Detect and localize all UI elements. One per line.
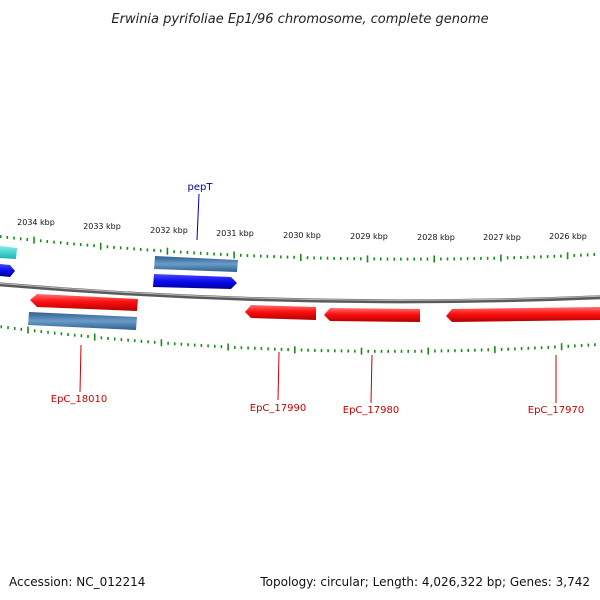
scale-label-2031: 2031 kbp: [216, 229, 254, 238]
gene-steelblue-reverse[interactable]: [28, 312, 137, 330]
gene-label-EpC-17970[interactable]: EpC_17970: [528, 405, 584, 416]
gene-label-EpC-18010[interactable]: EpC_18010: [51, 394, 107, 405]
gene-steelblue-forward[interactable]: [154, 256, 238, 272]
chromosome-backbone: [0, 282, 600, 304]
leader-pepT: [196, 193, 200, 241]
leader-EpC-17990: [277, 351, 280, 401]
leader-EpC-17980: [370, 354, 373, 404]
scale-label-2026: 2026 kbp: [549, 232, 587, 241]
scale-label-2033: 2033 kbp: [83, 222, 121, 231]
gene-label-pepT[interactable]: pepT: [188, 182, 214, 193]
gene-blue-left[interactable]: [0, 264, 15, 277]
leader-EpC-18010: [79, 344, 82, 393]
scale-label-2034: 2034 kbp: [17, 218, 55, 227]
gene-EpC-17980[interactable]: [324, 308, 420, 322]
gene-EpC-17990[interactable]: [245, 305, 316, 320]
scale-label-2027: 2027 kbp: [483, 233, 521, 242]
inner-scale-ticks: [0, 325, 596, 355]
gene-EpC-18010[interactable]: [30, 294, 138, 311]
scale-label-2029: 2029 kbp: [350, 232, 388, 241]
scale-label-2032: 2032 kbp: [150, 226, 188, 235]
scale-labels: 2034 kbp 2033 kbp 2032 kbp 2031 kbp 2030…: [17, 218, 587, 242]
reverse-strand-genes: [28, 294, 600, 330]
forward-strand-genes: [0, 246, 238, 289]
gene-cyan[interactable]: [0, 246, 17, 259]
gene-pepT[interactable]: [153, 274, 237, 289]
outer-scale-ticks: [0, 235, 596, 263]
scale-label-2030: 2030 kbp: [283, 231, 321, 240]
label-leader-lines: [79, 193, 557, 404]
scale-label-2028: 2028 kbp: [417, 233, 455, 242]
gene-label-EpC-17990[interactable]: EpC_17990: [250, 403, 306, 414]
map-title: Erwinia pyrifoliae Ep1/96 chromosome, co…: [111, 12, 488, 27]
gene-labels: pepT EpC_18010 EpC_17990 EpC_17980 EpC_1…: [51, 182, 584, 416]
gene-EpC-17970[interactable]: [446, 307, 600, 322]
accession-text: Accession: NC_012214: [9, 575, 145, 589]
genome-summary-text: Topology: circular; Length: 4,026,322 bp…: [259, 575, 590, 589]
gene-label-EpC-17980[interactable]: EpC_17980: [343, 405, 399, 416]
chromosome-backbone-highlight: [0, 282, 600, 301]
